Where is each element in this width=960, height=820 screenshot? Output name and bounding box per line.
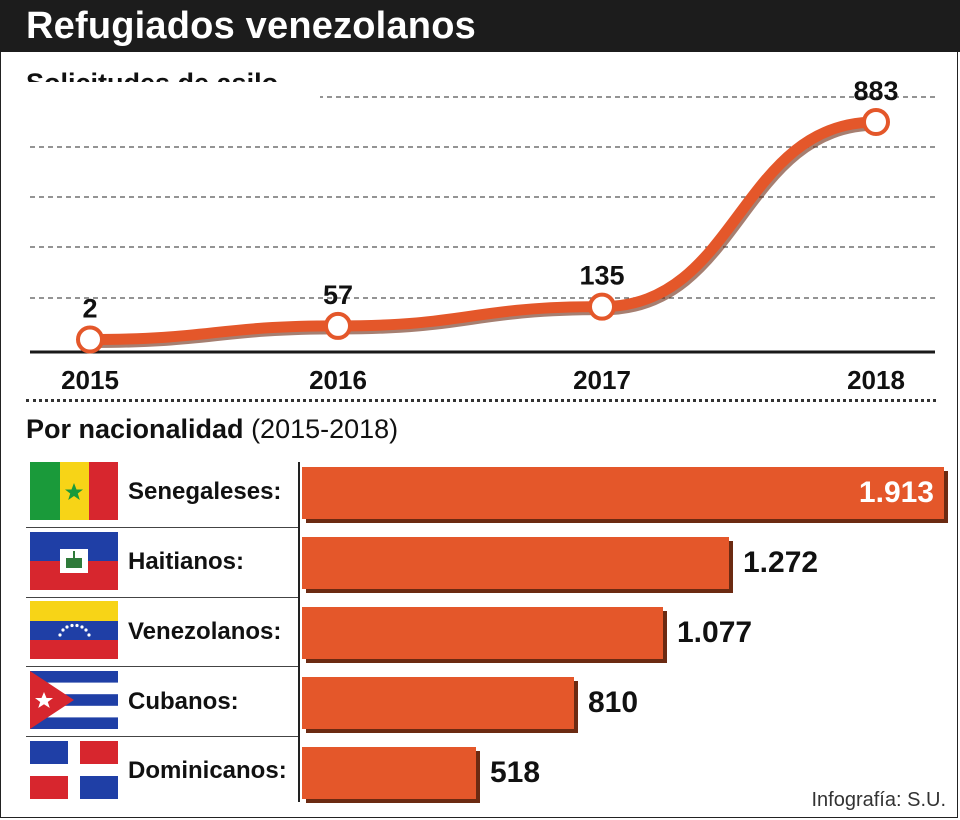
- credit-text: Infografía: S.U.: [811, 789, 946, 811]
- nationality-label-venezolanos: Venezolanos:: [128, 618, 282, 645]
- nationality-label-senegaleses: Senegaleses:: [128, 478, 282, 505]
- bar-value-label-venezolanos: 1.077: [677, 616, 753, 649]
- x-tick-label-2017: 2017: [573, 365, 631, 395]
- x-tick-label-2016: 2016: [309, 365, 367, 395]
- nationality-label-haitianos: Haitianos:: [128, 548, 245, 575]
- bar-value-label-haitianos: 1.272: [743, 546, 819, 579]
- infographic-title: Refugiados venezolanos: [26, 5, 476, 47]
- bar-value-label-senegaleses: 1.913: [858, 476, 934, 509]
- title-bar: Refugiados venezolanos: [0, 0, 960, 52]
- line-value-labels: 2 57 135 883: [82, 76, 898, 324]
- bar-haitianos: [302, 537, 729, 589]
- cuba-flag-icon: [30, 671, 118, 729]
- row-divider: [26, 597, 298, 598]
- line-chart: 2 57 135 883: [20, 76, 935, 354]
- row-divider: [26, 736, 298, 737]
- line-value-label-2017: 135: [579, 261, 624, 291]
- grid-lines: [20, 82, 935, 299]
- bar-chart-title-main: Por nacionalidad: [26, 414, 244, 444]
- row-divider: [26, 527, 298, 528]
- bar-venezolanos: [302, 607, 663, 659]
- bar-value-label-cubanos: 810: [588, 686, 639, 719]
- bar-chart-title-period: (2015-2018): [251, 414, 399, 444]
- bar-value-label-dominicanos: 518: [490, 756, 541, 789]
- bar-dominicanos: [302, 747, 476, 799]
- venezuela-flag-icon: [30, 601, 118, 659]
- line-point-2016: [324, 311, 352, 340]
- bar-cubanos: [302, 677, 574, 729]
- line-value-label-2018: 883: [853, 76, 898, 106]
- line-point-2015: [76, 325, 104, 354]
- title-backdrop: [20, 82, 320, 112]
- senegal-flag-icon: [30, 462, 118, 520]
- line-value-label-2016: 57: [323, 280, 353, 310]
- line-points: [76, 108, 890, 354]
- section-separator: [26, 399, 936, 402]
- line-series-path: [84, 116, 882, 346]
- row-divider: [26, 666, 298, 667]
- nationality-label-cubanos: Cubanos:: [128, 688, 239, 715]
- bar-senegaleses: [302, 467, 944, 519]
- haiti-flag-icon: [30, 532, 118, 590]
- x-tick-label-2015: 2015: [61, 365, 119, 395]
- line-value-label-2015: 2: [82, 294, 97, 324]
- line-point-2018: [862, 108, 890, 136]
- line-series: [84, 116, 882, 349]
- line-point-2017: [588, 292, 616, 321]
- x-tick-label-2018: 2018: [847, 365, 905, 395]
- dominican-republic-flag-icon: [30, 741, 118, 799]
- nationality-label-dominicanos: Dominicanos:: [128, 757, 287, 784]
- bar-chart-title: Por nacionalidad (2015-2018): [26, 414, 398, 445]
- bar-chart-axis: [298, 462, 300, 802]
